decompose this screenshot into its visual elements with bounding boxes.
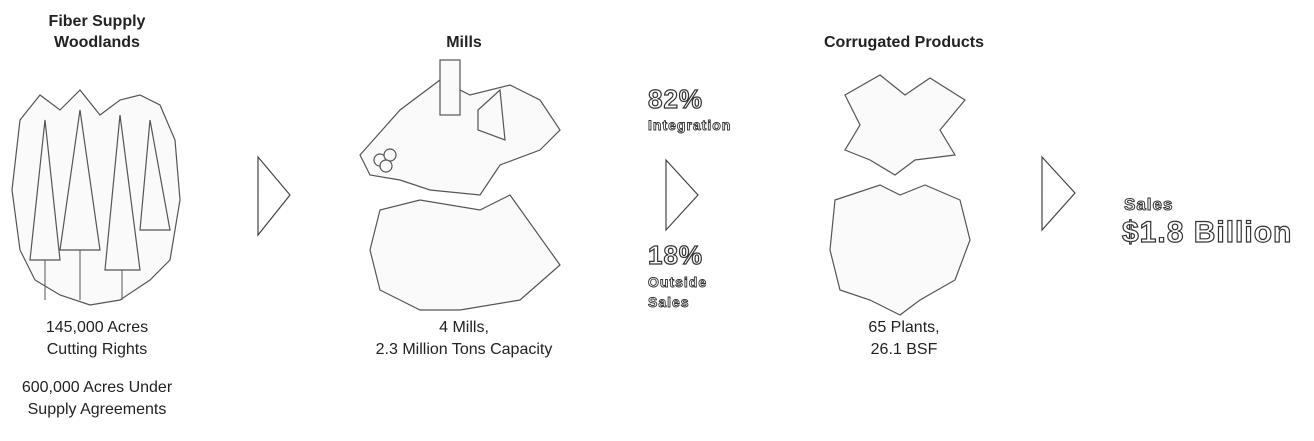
result-value: $1.8 Billion xyxy=(1122,216,1292,249)
flow-arrow xyxy=(1042,157,1075,230)
split-label: Outside xyxy=(648,274,707,290)
stage-caption: 26.1 BSF xyxy=(871,341,938,358)
stage-caption: Cutting Rights xyxy=(47,341,148,358)
stage-caption: Supply Agreements xyxy=(28,401,167,418)
stage-title: Corrugated Products xyxy=(824,34,984,51)
box-illustration xyxy=(830,75,970,315)
flow-arrow xyxy=(666,160,698,230)
split-percent: 18% xyxy=(648,240,703,270)
stage-title: Fiber Supply xyxy=(49,13,146,30)
stage-caption: 65 Plants, xyxy=(868,319,939,336)
split-percent: 82% xyxy=(648,84,703,114)
forest-illustration xyxy=(12,90,180,305)
mill-illustration xyxy=(360,60,560,310)
split-label: Sales xyxy=(648,294,690,310)
stage-title: Mills xyxy=(446,34,482,51)
result-label: Sales xyxy=(1124,195,1173,214)
stage-title: Woodlands xyxy=(54,34,140,51)
flow-diagram: Fiber Supply Woodlands Mills Corrugated … xyxy=(0,0,1314,441)
flow-arrow xyxy=(258,157,290,235)
stage-caption: 600,000 Acres Under xyxy=(22,379,173,396)
stage-caption: 2.3 Million Tons Capacity xyxy=(376,341,553,358)
stage-caption: 4 Mills, xyxy=(439,319,489,336)
stage-caption: 145,000 Acres xyxy=(46,319,148,336)
split-label: Integration xyxy=(648,117,731,133)
